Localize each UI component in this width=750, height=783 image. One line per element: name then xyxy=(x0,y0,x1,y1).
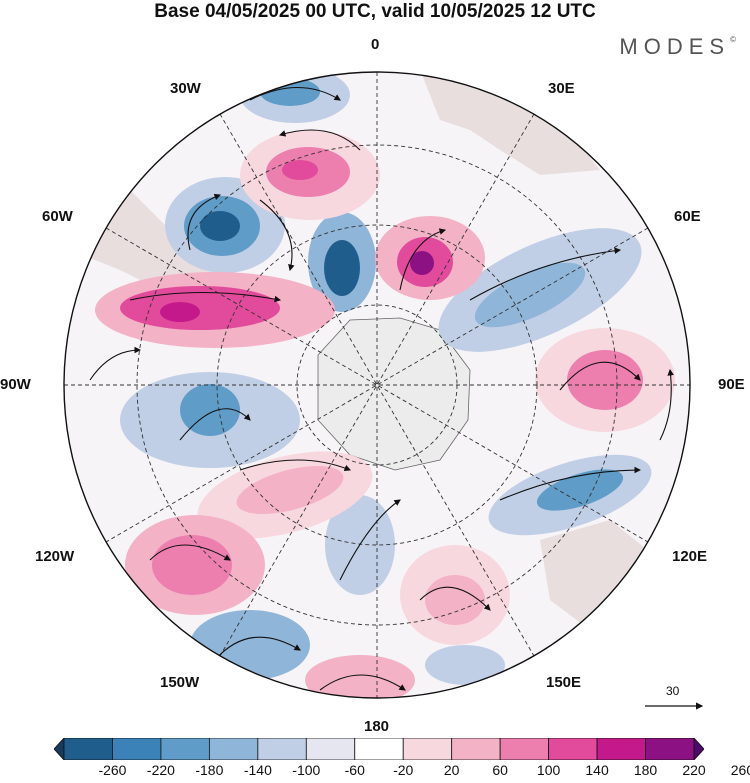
pos-blob xyxy=(152,535,232,595)
wind-arrow xyxy=(239,459,352,472)
brand-mark: © xyxy=(730,35,736,44)
colorbar-tick-label: -260 xyxy=(98,762,127,778)
colorbar-swatch xyxy=(160,738,210,760)
pos-blob xyxy=(410,251,434,275)
wind-arrow xyxy=(249,86,341,101)
lon-label-150w: 150W xyxy=(160,674,200,691)
neg-blob xyxy=(200,211,240,241)
wind-arrow xyxy=(259,199,295,272)
negative-anomalies xyxy=(120,72,652,685)
colorbar xyxy=(54,738,704,760)
pos-blob xyxy=(236,466,344,514)
map-border xyxy=(63,71,691,699)
wind-arrow xyxy=(129,291,282,303)
wind-arrow xyxy=(399,228,447,291)
meridian xyxy=(219,113,535,657)
colorbar-tick-label: -20 xyxy=(393,762,414,778)
colorbar-swatch xyxy=(596,738,646,760)
neg-blob xyxy=(324,240,360,296)
lon-label-120w: 120W xyxy=(35,548,75,565)
colorbar-swatch xyxy=(112,738,162,760)
wind-arrow xyxy=(89,346,142,381)
lon-label-60w: 60W xyxy=(42,208,73,225)
colorbar-tick-label: 140 xyxy=(585,762,609,778)
pos-blob xyxy=(567,350,643,410)
colorbar-tick-label: 60 xyxy=(492,762,508,778)
colorbar-tick-label: 180 xyxy=(633,762,658,778)
wind-arrow xyxy=(187,193,222,251)
wind-arrow xyxy=(419,586,491,611)
wind-vectors xyxy=(89,86,674,691)
colorbar-tick-label: -220 xyxy=(146,762,175,778)
pos-blob xyxy=(425,575,485,625)
colorbar-tick-label: -140 xyxy=(243,762,272,778)
colorbar-swatch xyxy=(499,738,550,760)
positive-anomalies xyxy=(95,130,675,698)
wind-arrow xyxy=(499,466,642,501)
colorbar-tick-label: -60 xyxy=(344,762,365,778)
chart-title: Base 04/05/2025 00 UTC, valid 10/05/2025… xyxy=(154,1,596,22)
reference-vector-label: 30 xyxy=(666,684,680,698)
colorbar-tick-label: -100 xyxy=(292,762,321,778)
neg-blob xyxy=(425,645,505,685)
colorbar-tick-label: 20 xyxy=(443,762,460,778)
colorbar-swatch xyxy=(305,738,356,760)
colorbar-tick-label: 260 xyxy=(730,762,750,778)
colorbar-tick-label: -180 xyxy=(195,762,224,778)
wind-arrow xyxy=(179,408,251,441)
wind-arrow xyxy=(469,247,622,301)
lon-label-30e: 30E xyxy=(548,80,575,97)
colorbar-swatch xyxy=(354,738,404,760)
antarctica-land xyxy=(317,317,471,471)
colorbar-swatch xyxy=(548,738,598,760)
lon-label-120e: 120E xyxy=(672,548,708,565)
lon-label-30w: 30W xyxy=(170,80,201,97)
meridian xyxy=(105,227,649,543)
colorbar-tick-label: 100 xyxy=(536,762,561,778)
colorbar-swatch xyxy=(257,738,307,760)
colorbar-swatch xyxy=(693,738,704,760)
colorbar-tick-label: 220 xyxy=(682,762,706,778)
neg-blob xyxy=(536,469,624,511)
lon-label-150e: 150E xyxy=(546,674,582,691)
pos-blob xyxy=(160,302,200,322)
colorbar-swatch xyxy=(208,738,259,760)
wind-arrow xyxy=(559,361,641,391)
colorbar-swatch xyxy=(54,738,65,760)
map-disc xyxy=(64,72,690,698)
neg-blob xyxy=(180,384,240,436)
meridian xyxy=(219,113,535,657)
wind-arrow xyxy=(149,544,231,561)
lon-label-180: 180 xyxy=(364,718,390,735)
africa-land xyxy=(420,72,600,175)
colorbar-swatch xyxy=(402,738,453,760)
neg-blob xyxy=(474,262,586,328)
colorbar-swatch xyxy=(63,738,113,760)
modes-logo: MODES© xyxy=(619,34,736,60)
wind-arrow xyxy=(214,636,301,661)
pos-blob xyxy=(282,160,318,180)
lon-label-90e: 90E xyxy=(718,376,745,393)
lon-label-60e: 60E xyxy=(674,208,701,225)
wind-arrow xyxy=(319,674,406,691)
brand-text: MODES xyxy=(619,34,731,59)
colorbar-swatch xyxy=(451,738,501,760)
colorbar-swatch xyxy=(645,738,695,760)
lon-label-90w: 90W xyxy=(0,376,31,393)
wind-arrow xyxy=(659,368,674,441)
pos-blob xyxy=(305,655,415,698)
wind-arrow xyxy=(278,129,361,151)
pos-blob xyxy=(120,286,280,330)
wind-arrow xyxy=(339,499,401,581)
graticule xyxy=(64,72,690,698)
meridian xyxy=(105,227,649,543)
lon-label-0: 0 xyxy=(371,36,380,53)
